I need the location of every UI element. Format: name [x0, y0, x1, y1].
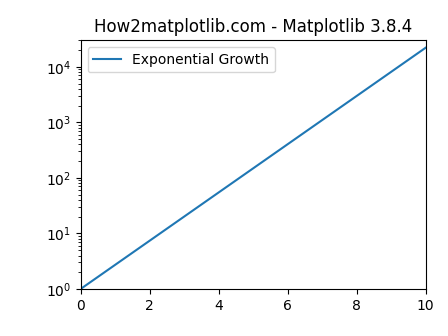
Title: How2matplotlib.com - Matplotlib 3.8.4: How2matplotlib.com - Matplotlib 3.8.4 [94, 18, 412, 36]
Exponential Growth [405, 58, 411, 62]
Exponential Growth [395, 65, 401, 69]
Line: Exponential Growth: Exponential Growth [81, 48, 426, 289]
Exponential Growth [423, 46, 428, 50]
Exponential Growth [158, 231, 164, 235]
Legend: Exponential Growth: Exponential Growth [88, 47, 275, 72]
Exponential Growth [256, 163, 261, 167]
Exponential Growth [78, 287, 83, 291]
Exponential Growth [144, 241, 150, 245]
Exponential Growth [284, 143, 289, 147]
